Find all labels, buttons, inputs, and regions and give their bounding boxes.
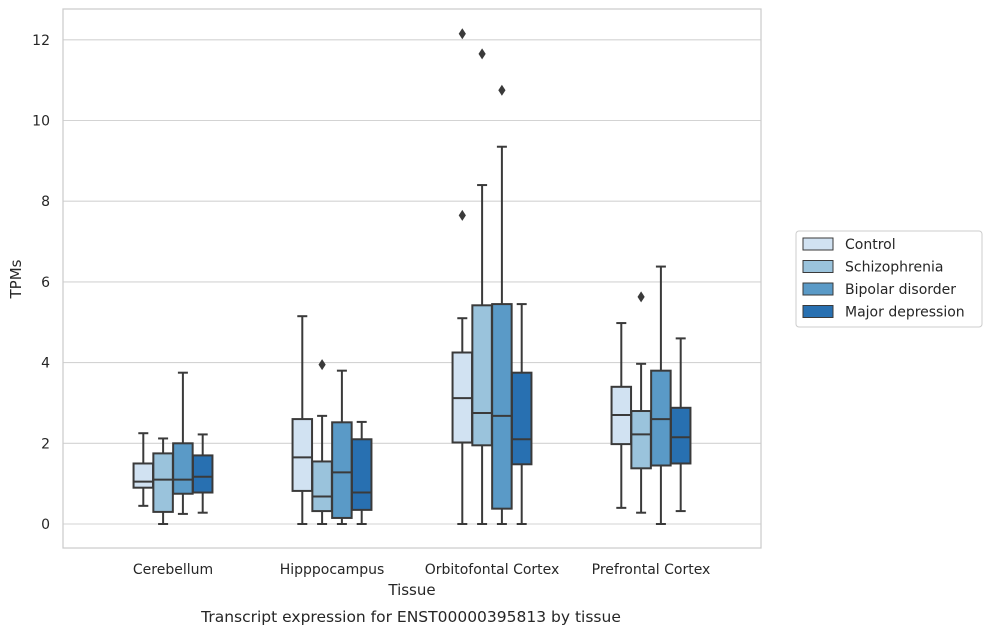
box-iqr — [510, 371, 533, 466]
y-axis-label: TPMs — [7, 259, 25, 299]
outlier-point — [478, 48, 486, 60]
box-iqr — [152, 452, 174, 513]
box-iqr — [132, 462, 155, 489]
y-tick-labels: 0 2 4 6 8 10 12 — [32, 33, 50, 533]
y-tick-label: 0 — [41, 517, 50, 533]
box-bipolar-disorder — [172, 371, 194, 515]
y-tick-label: 10 — [32, 114, 50, 130]
x-tick-label: Hipppocampus — [280, 562, 385, 578]
box-iqr — [350, 438, 373, 511]
y-tick-label: 4 — [41, 356, 50, 372]
box-iqr — [172, 442, 194, 495]
y-tick-label: 6 — [41, 275, 50, 291]
box-schizophrenia — [471, 48, 493, 525]
legend-label: Major depression — [845, 305, 965, 321]
x-axis-label: Tissue — [387, 581, 435, 599]
plot-frame — [62, 8, 762, 549]
box-bipolar-disorder — [331, 369, 353, 525]
legend: Control Schizophrenia Bipolar disorder Majo… — [795, 230, 983, 328]
outlier-point — [637, 291, 645, 303]
box-schizophrenia — [152, 437, 174, 525]
box-control — [610, 322, 633, 509]
outlier-point — [458, 209, 466, 221]
box-iqr — [669, 406, 692, 465]
box-iqr — [491, 303, 513, 510]
legend-swatch — [802, 260, 834, 273]
box-major-depression — [510, 303, 533, 525]
y-tick-label: 2 — [41, 436, 50, 452]
box-bipolar-disorder — [650, 265, 672, 525]
box-major-depression — [669, 337, 692, 513]
legend-swatch — [802, 237, 834, 251]
x-tick-label: Cerebellum — [133, 562, 213, 578]
legend-label: Control — [845, 237, 896, 253]
y-tick-label: 12 — [32, 33, 50, 49]
box-major-depression — [191, 433, 214, 514]
legend-label: Bipolar disorder — [845, 282, 956, 298]
box-control — [451, 28, 474, 525]
legend-swatch — [802, 305, 834, 318]
box-groups — [132, 28, 692, 525]
box-iqr — [471, 304, 493, 447]
box-iqr — [630, 410, 652, 470]
box-control — [132, 432, 155, 507]
box-iqr — [191, 454, 214, 494]
x-tick-label: Prefrontal Cortex — [592, 562, 711, 578]
chart-caption: Transcript expression for ENST0000039581… — [200, 608, 621, 626]
box-iqr — [650, 369, 672, 467]
box-iqr — [291, 418, 314, 492]
y-tick-label: 8 — [41, 194, 50, 210]
box-schizophrenia — [630, 291, 652, 514]
outlier-point — [318, 359, 326, 371]
box-bipolar-disorder — [491, 84, 513, 525]
box-schizophrenia — [311, 359, 333, 525]
legend-frame — [795, 230, 983, 328]
outlier-point — [498, 84, 506, 96]
x-tick-labels: Cerebellum Hipppocampus Orbitofontal Corte… — [133, 562, 710, 578]
outlier-point — [458, 28, 466, 40]
x-tick-label: Orbitofontal Cortex — [425, 562, 560, 578]
box-control — [291, 315, 314, 525]
box-major-depression — [350, 420, 373, 525]
legend-label: Schizophrenia — [845, 260, 943, 276]
legend-swatch — [802, 282, 834, 296]
box-iqr — [311, 460, 333, 513]
box-iqr — [331, 421, 353, 519]
